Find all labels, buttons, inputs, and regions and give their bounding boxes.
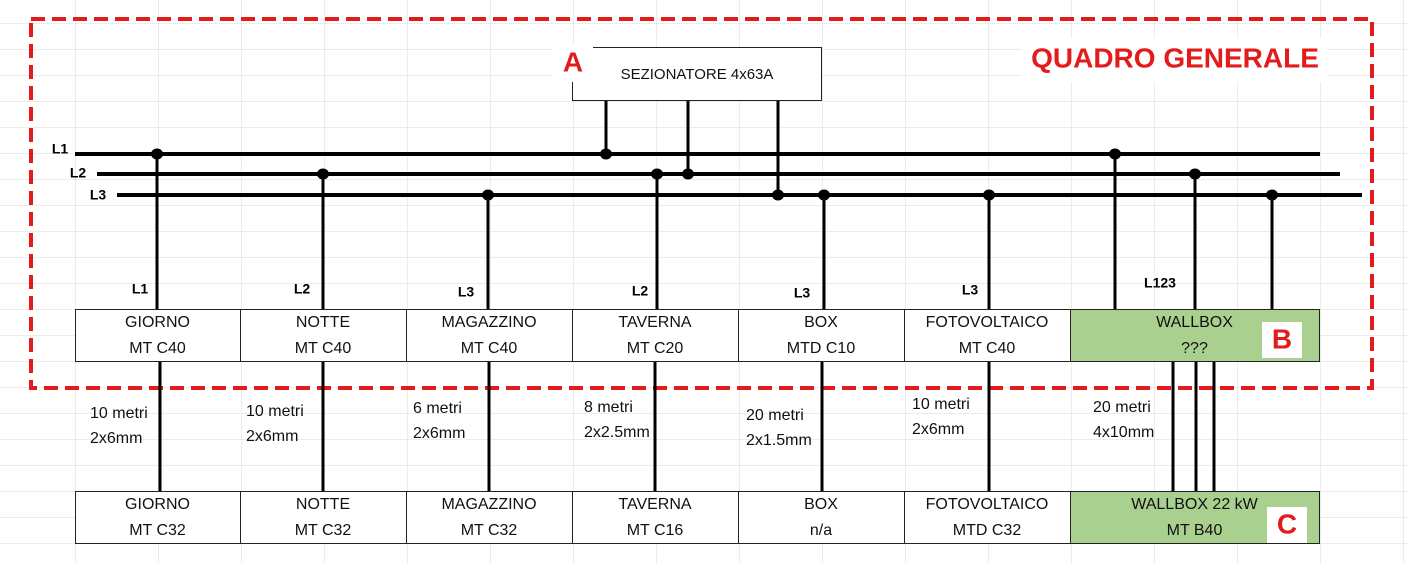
cable-text: 2x2.5mm <box>584 424 650 441</box>
sub-text: MT C16 <box>627 522 684 539</box>
cable-text: 2x6mm <box>912 421 964 438</box>
bus-label: L1 <box>52 141 69 157</box>
breaker-text: ??? <box>1181 340 1208 357</box>
sub-box <box>572 491 739 544</box>
junction <box>983 189 995 201</box>
title: QUADRO GENERALE <box>1031 42 1319 73</box>
breaker-text: MT C40 <box>129 340 186 357</box>
breaker-box <box>904 309 1071 362</box>
sub-text: MT C32 <box>295 522 352 539</box>
sub-text: NOTTE <box>296 496 350 513</box>
phase-label: L2 <box>294 281 311 297</box>
breaker-text: MT C40 <box>461 340 518 357</box>
breaker-text: MTD C10 <box>787 340 856 357</box>
junction <box>317 168 329 180</box>
switch-marker: A <box>563 46 583 77</box>
cable-text: 2x6mm <box>413 425 465 442</box>
phase-label: L123 <box>1144 275 1176 291</box>
junction <box>1109 148 1121 160</box>
sub-text: MT C32 <box>129 522 186 539</box>
breaker-box <box>75 309 241 362</box>
cable-text: 20 metri <box>1093 399 1151 416</box>
switch-label: SEZIONATORE 4x63A <box>621 66 774 83</box>
sub-box <box>904 491 1071 544</box>
sub-text: TAVERNA <box>618 496 692 513</box>
sub-text: BOX <box>804 496 838 513</box>
junction <box>600 148 612 160</box>
breaker-text: NOTTE <box>296 314 350 331</box>
breaker-text: TAVERNA <box>618 314 692 331</box>
sub-box <box>240 491 407 544</box>
marker: B <box>1272 323 1292 354</box>
junction <box>1189 168 1201 180</box>
breaker-text: BOX <box>804 314 838 331</box>
phase-label: L1 <box>132 281 149 297</box>
breaker-text: FOTOVOLTAICO <box>926 314 1049 331</box>
breaker-text: MT C40 <box>959 340 1016 357</box>
sub-text: MT C32 <box>461 522 518 539</box>
junction <box>682 168 694 180</box>
sub-text: MAGAZZINO <box>441 496 536 513</box>
sub-box <box>738 491 905 544</box>
breaker-text: MAGAZZINO <box>441 314 536 331</box>
cable-text: 10 metri <box>90 405 148 422</box>
marker-bg <box>1262 322 1302 358</box>
breaker-text: MT C20 <box>627 340 684 357</box>
junction <box>818 189 830 201</box>
junction <box>1266 189 1278 201</box>
cable-text: 20 metri <box>746 407 804 424</box>
breaker-text: MT C40 <box>295 340 352 357</box>
marker-bg <box>1267 507 1307 543</box>
cable-text: 2x6mm <box>246 428 298 445</box>
phase-label: L2 <box>632 283 649 299</box>
bus-label: L3 <box>90 187 107 203</box>
phase-label: L3 <box>962 282 979 298</box>
marker: C <box>1277 508 1297 539</box>
junction <box>482 189 494 201</box>
sub-text: n/a <box>810 522 832 539</box>
cable-text: 2x6mm <box>90 430 142 447</box>
breaker-text: GIORNO <box>125 314 190 331</box>
sub-text: FOTOVOLTAICO <box>926 496 1049 513</box>
junction <box>772 189 784 201</box>
cable-text: 6 metri <box>413 400 462 417</box>
sub-text: MT B40 <box>1167 522 1223 539</box>
sub-text: GIORNO <box>125 496 190 513</box>
panel-border <box>29 17 1374 390</box>
phase-label: L3 <box>794 285 811 301</box>
breaker-box <box>572 309 739 362</box>
cable-text: 4x10mm <box>1093 424 1154 441</box>
junction <box>651 168 663 180</box>
sub-text: WALLBOX 22 kW <box>1131 496 1258 513</box>
junction <box>151 148 163 160</box>
breaker-box <box>406 309 573 362</box>
breaker-box <box>240 309 407 362</box>
cable-text: 10 metri <box>246 403 304 420</box>
sub-text: MTD C32 <box>953 522 1022 539</box>
title-bg <box>1022 38 1328 82</box>
phase-label: L3 <box>458 284 475 300</box>
cable-text: 2x1.5mm <box>746 432 812 449</box>
cable-text: 10 metri <box>912 396 970 413</box>
breaker-text: WALLBOX <box>1156 314 1233 331</box>
breaker-box <box>738 309 905 362</box>
cable-text: 8 metri <box>584 399 633 416</box>
bus-label: L2 <box>70 165 87 181</box>
marker-bg <box>553 44 593 82</box>
